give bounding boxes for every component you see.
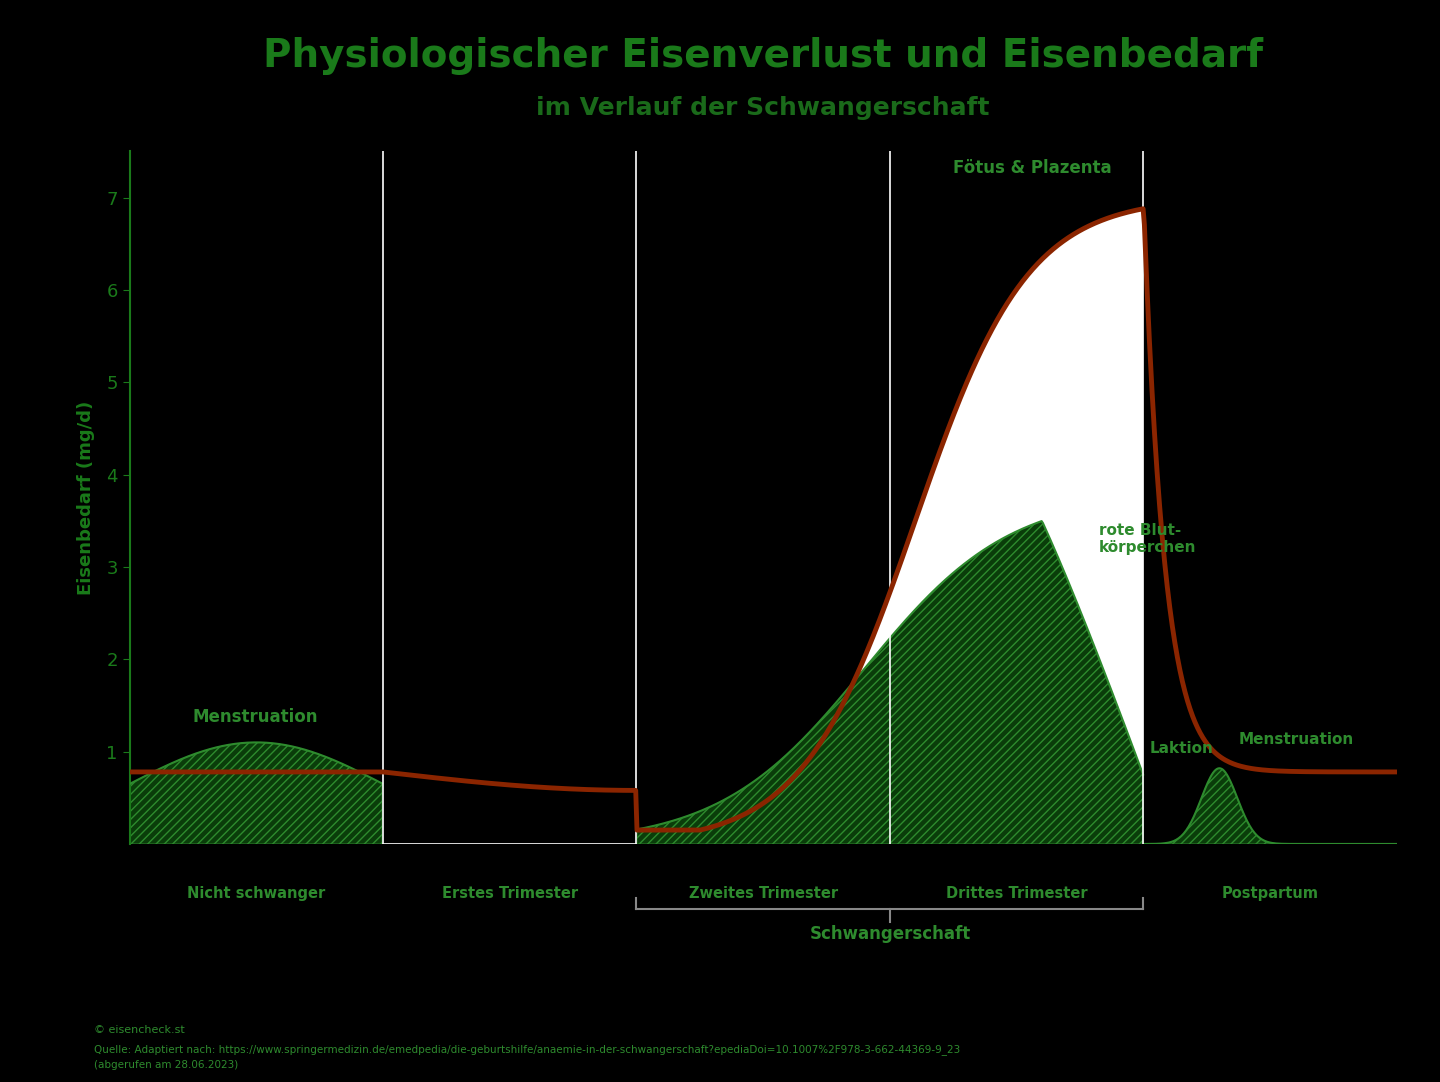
Text: rote Blut-
körperchen: rote Blut- körperchen	[1099, 523, 1197, 555]
Text: Drittes Trimester: Drittes Trimester	[946, 885, 1087, 900]
Text: Erstes Trimester: Erstes Trimester	[442, 885, 577, 900]
Text: im Verlauf der Schwangerschaft: im Verlauf der Schwangerschaft	[537, 96, 989, 120]
Text: Laktion: Laktion	[1149, 741, 1214, 756]
Text: (abgerufen am 28.06.2023): (abgerufen am 28.06.2023)	[94, 1060, 238, 1070]
Text: Fötus & Plazenta: Fötus & Plazenta	[953, 159, 1112, 177]
Text: © eisencheck.st: © eisencheck.st	[94, 1026, 184, 1035]
Text: Nicht schwanger: Nicht schwanger	[187, 885, 325, 900]
Text: Schwangerschaft: Schwangerschaft	[809, 925, 971, 944]
Text: Postpartum: Postpartum	[1221, 885, 1319, 900]
Text: Menstruation: Menstruation	[1238, 733, 1354, 747]
Text: Menstruation: Menstruation	[193, 708, 318, 726]
Text: Physiologischer Eisenverlust und Eisenbedarf: Physiologischer Eisenverlust und Eisenbe…	[264, 37, 1263, 76]
Y-axis label: Eisenbedarf (mg/d): Eisenbedarf (mg/d)	[78, 400, 95, 595]
Text: Zweites Trimester: Zweites Trimester	[688, 885, 838, 900]
Text: Quelle: Adaptiert nach: https://www.springermedizin.de/emedpedia/die-geburtshilf: Quelle: Adaptiert nach: https://www.spri…	[94, 1044, 960, 1055]
